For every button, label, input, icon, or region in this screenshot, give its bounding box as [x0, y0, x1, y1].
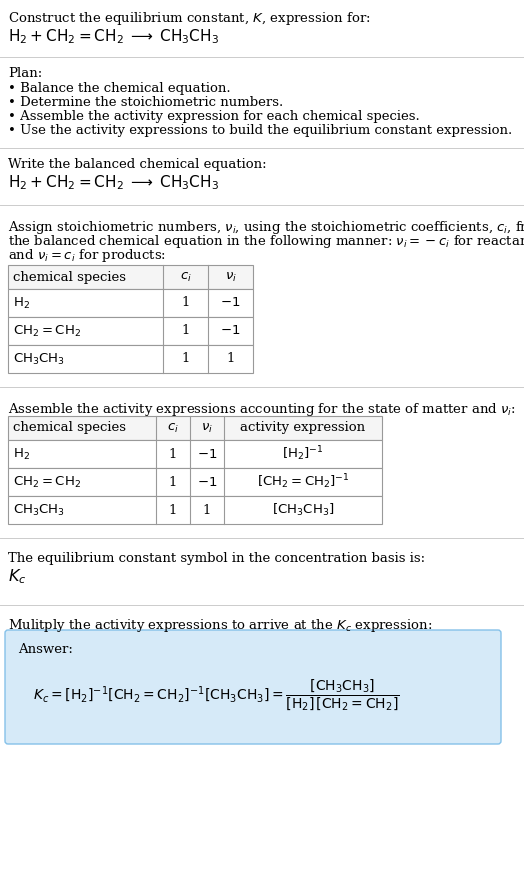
Bar [8, 440, 382, 468]
Text: $[\mathrm{H_2}]^{-1}$: $[\mathrm{H_2}]^{-1}$ [282, 445, 324, 463]
Text: 1: 1 [181, 353, 190, 365]
Text: $[\mathrm{CH_3CH_3}]$: $[\mathrm{CH_3CH_3}]$ [272, 502, 334, 518]
Text: $K_c = [\mathrm{H_2}]^{-1} [\mathrm{CH_2{=}CH_2}]^{-1} [\mathrm{CH_3CH_3}] = \df: $K_c = [\mathrm{H_2}]^{-1} [\mathrm{CH_2… [33, 678, 399, 713]
Bar [8, 496, 382, 524]
Text: Write the balanced chemical equation:: Write the balanced chemical equation: [8, 158, 267, 171]
Text: $c_i$: $c_i$ [180, 271, 191, 284]
Text: • Determine the stoichiometric numbers.: • Determine the stoichiometric numbers. [8, 96, 283, 109]
Text: Construct the equilibrium constant, $K$, expression for:: Construct the equilibrium constant, $K$,… [8, 10, 370, 27]
FancyBboxPatch shape [5, 630, 501, 744]
Text: 1: 1 [203, 504, 211, 516]
Text: $c_i$: $c_i$ [167, 421, 179, 435]
Text: • Balance the chemical equation.: • Balance the chemical equation. [8, 82, 231, 95]
Text: 1: 1 [169, 475, 177, 488]
Text: activity expression: activity expression [241, 421, 366, 435]
Text: 1: 1 [226, 353, 235, 365]
Text: $\mathrm{H_2}$: $\mathrm{H_2}$ [13, 296, 30, 311]
Text: Answer:: Answer: [18, 643, 73, 656]
Text: $\nu_i$: $\nu_i$ [201, 421, 213, 435]
Text: The equilibrium constant symbol in the concentration basis is:: The equilibrium constant symbol in the c… [8, 552, 425, 565]
Bar [8, 416, 382, 440]
Text: • Use the activity expressions to build the equilibrium constant expression.: • Use the activity expressions to build … [8, 124, 512, 137]
Text: $-1$: $-1$ [220, 324, 241, 338]
Text: 1: 1 [169, 504, 177, 516]
Text: $K_c$: $K_c$ [8, 567, 26, 586]
Text: the balanced chemical equation in the following manner: $\nu_i = -c_i$ for react: the balanced chemical equation in the fo… [8, 233, 524, 250]
Text: $\mathrm{H_2 + CH_2{=}CH_2 \;\longrightarrow\; CH_3CH_3}$: $\mathrm{H_2 + CH_2{=}CH_2 \;\longrighta… [8, 27, 219, 46]
Text: Mulitply the activity expressions to arrive at the $K_c$ expression:: Mulitply the activity expressions to arr… [8, 617, 432, 634]
Text: $\mathrm{H_2 + CH_2{=}CH_2 \;\longrightarrow\; CH_3CH_3}$: $\mathrm{H_2 + CH_2{=}CH_2 \;\longrighta… [8, 173, 219, 192]
Text: $\mathrm{H_2}$: $\mathrm{H_2}$ [13, 446, 30, 462]
Text: $\mathrm{CH_2{=}CH_2}$: $\mathrm{CH_2{=}CH_2}$ [13, 474, 81, 489]
Text: $[\mathrm{CH_2{=}CH_2}]^{-1}$: $[\mathrm{CH_2{=}CH_2}]^{-1}$ [257, 472, 350, 491]
Text: $-1$: $-1$ [220, 296, 241, 310]
Text: Plan:: Plan: [8, 67, 42, 80]
Text: $\mathrm{CH_3CH_3}$: $\mathrm{CH_3CH_3}$ [13, 503, 65, 518]
Text: $-1$: $-1$ [197, 475, 217, 488]
Bar [8, 265, 253, 289]
Text: $-1$: $-1$ [197, 447, 217, 461]
Text: 1: 1 [181, 324, 190, 338]
Text: Assemble the activity expressions accounting for the state of matter and $\nu_i$: Assemble the activity expressions accoun… [8, 401, 516, 418]
Bar [8, 345, 253, 373]
Bar [8, 289, 253, 317]
Text: $\mathrm{CH_2{=}CH_2}$: $\mathrm{CH_2{=}CH_2}$ [13, 323, 81, 338]
Text: chemical species: chemical species [13, 421, 126, 435]
Text: $\mathrm{CH_3CH_3}$: $\mathrm{CH_3CH_3}$ [13, 352, 65, 366]
Text: chemical species: chemical species [13, 271, 126, 283]
Bar [8, 317, 253, 345]
Text: 1: 1 [181, 296, 190, 310]
Text: Assign stoichiometric numbers, $\nu_i$, using the stoichiometric coefficients, $: Assign stoichiometric numbers, $\nu_i$, … [8, 219, 524, 236]
Text: and $\nu_i = c_i$ for products:: and $\nu_i = c_i$ for products: [8, 247, 166, 264]
Bar [8, 468, 382, 496]
Text: $\nu_i$: $\nu_i$ [224, 271, 236, 284]
Text: 1: 1 [169, 447, 177, 461]
Text: • Assemble the activity expression for each chemical species.: • Assemble the activity expression for e… [8, 110, 420, 123]
